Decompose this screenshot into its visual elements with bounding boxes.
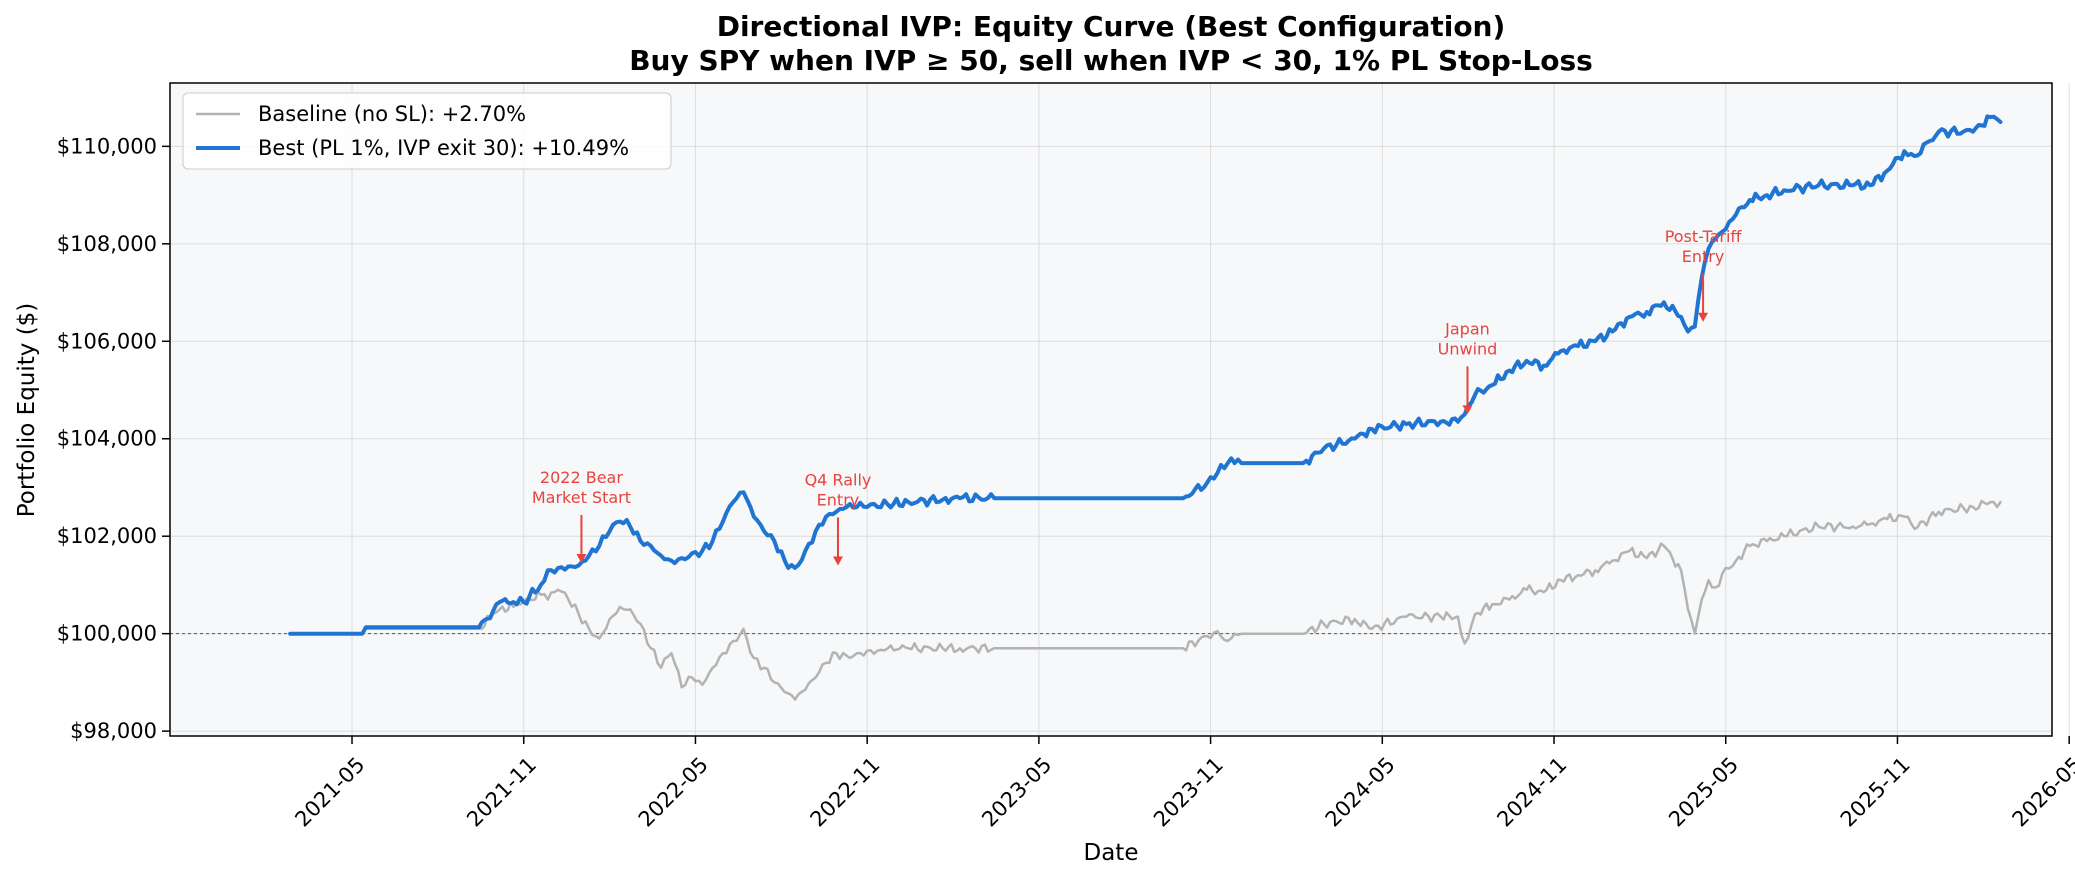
series-layer <box>288 114 2003 701</box>
y-tick-label: $98,000 <box>70 719 157 743</box>
annotation-label: 2022 Bear <box>540 468 623 487</box>
y-tick-label: $102,000 <box>57 524 157 548</box>
annotation-arrowhead <box>1462 405 1473 415</box>
y-axis: $98,000 $100,000 $102,000 $104,000 $106,000 $… <box>57 134 170 743</box>
annotation-arrowhead <box>832 556 843 566</box>
legend-entry: Best (PL 1%, IVP exit 30): +10.49% <box>258 136 629 160</box>
y-tick-label: $106,000 <box>57 329 157 353</box>
annotation-label: Post-Tariff <box>1665 227 1743 246</box>
annotation-arrowhead <box>1698 312 1709 322</box>
annotation-label: Entry <box>817 490 860 509</box>
grid <box>170 83 2070 736</box>
baseline-series-line <box>288 499 2002 701</box>
annotation-label: Market Start <box>532 488 631 507</box>
annotation-label: Entry <box>1682 247 1725 266</box>
legend-entry: Baseline (no SL): +2.70% <box>258 102 526 126</box>
chart-title: Directional IVP: Equity Curve (Best Conf… <box>717 10 1506 43</box>
chart-subtitle: Buy SPY when IVP ≥ 50, sell when IVP < 3… <box>629 44 1593 77</box>
legend-box <box>182 92 672 170</box>
annotation-label: Q4 Rally <box>805 470 872 489</box>
plot-frame <box>169 82 2053 737</box>
x-axis-label: Date <box>1084 840 1139 866</box>
annotation-arrowhead <box>576 554 587 564</box>
annotation-label: Unwind <box>1438 339 1498 358</box>
y-tick-label: $104,000 <box>57 427 157 451</box>
best-series-line <box>288 114 2003 636</box>
y-tick-label: $100,000 <box>57 622 157 646</box>
plot-area <box>170 83 2052 736</box>
annotation-label: Japan <box>1444 319 1490 338</box>
y-tick-label: $108,000 <box>57 232 157 256</box>
legend: Baseline (no SL): +2.70% Best (PL 1%, IVP… <box>182 92 672 170</box>
y-tick-label: $110,000 <box>57 134 157 158</box>
y-axis-label: Portfolio Equity ($) <box>14 303 40 518</box>
